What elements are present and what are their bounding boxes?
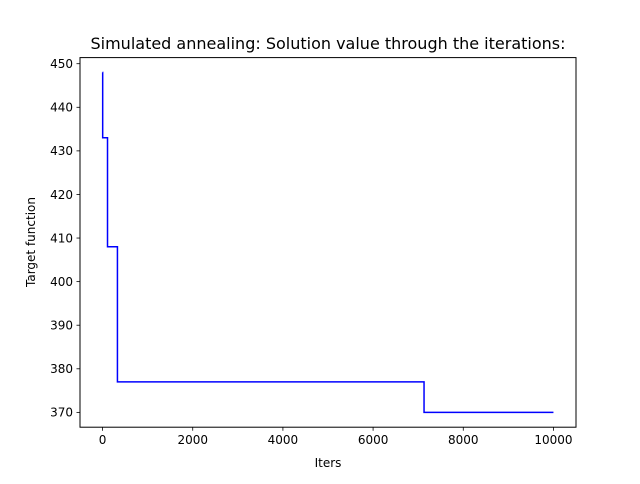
series-line-0 [101,71,554,414]
plot-frame [79,57,577,428]
y-tick-label: 430 [50,144,73,158]
y-tick-label: 380 [50,362,73,376]
x-tick-label: 0 [99,433,107,447]
y-tick-label: 370 [50,406,73,420]
y-tick-label: 390 [50,319,73,333]
x-axis: 0 2000 4000 6000 8000 10000 [99,427,573,447]
y-tick-label: 420 [50,188,73,202]
x-tick-label: 2000 [177,433,208,447]
x-tick-label: 4000 [268,433,299,447]
x-axis-label: Iters [315,456,342,470]
chart-title: Simulated annealing: Solution value thro… [90,34,565,53]
x-tick-label: 10000 [534,433,572,447]
y-tick-label: 400 [50,275,73,289]
plot-layer [101,71,554,414]
y-tick-label: 450 [50,57,73,71]
x-tick-label: 8000 [448,433,479,447]
y-tick-label: 410 [50,231,73,245]
x-tick-label: 6000 [358,433,389,447]
y-axis: 370 380 390 400 410 420 430 440 450 [50,57,80,420]
y-axis-label: Target function [24,197,38,288]
y-tick-label: 440 [50,101,73,115]
